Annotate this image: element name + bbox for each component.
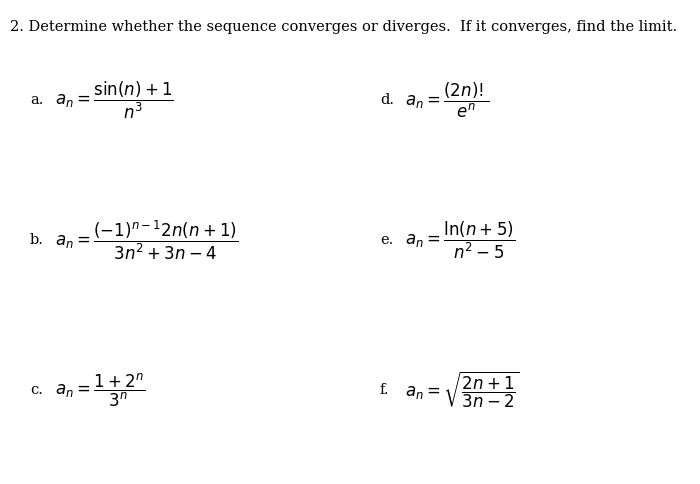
Text: c.: c. xyxy=(30,383,43,397)
Text: b.: b. xyxy=(30,233,44,247)
Text: $a_n = \dfrac{(2n)!}{e^n}$: $a_n = \dfrac{(2n)!}{e^n}$ xyxy=(405,80,489,120)
Text: $a_n = \dfrac{\ln(n+5)}{n^2-5}$: $a_n = \dfrac{\ln(n+5)}{n^2-5}$ xyxy=(405,219,515,261)
Text: e.: e. xyxy=(380,233,393,247)
Text: $a_n = \dfrac{(-1)^{n-1}2n(n+1)}{3n^2+3n-4}$: $a_n = \dfrac{(-1)^{n-1}2n(n+1)}{3n^2+3n… xyxy=(55,218,238,262)
Text: d.: d. xyxy=(380,93,394,107)
Text: $a_n = \sqrt{\dfrac{2n+1}{3n-2}}$: $a_n = \sqrt{\dfrac{2n+1}{3n-2}}$ xyxy=(405,370,520,410)
Text: $a_n = \dfrac{\sin(n) + 1}{n^3}$: $a_n = \dfrac{\sin(n) + 1}{n^3}$ xyxy=(55,79,174,121)
Text: a.: a. xyxy=(30,93,43,107)
Text: f.: f. xyxy=(380,383,389,397)
Text: 2. Determine whether the sequence converges or diverges.  If it converges, find : 2. Determine whether the sequence conver… xyxy=(10,20,677,34)
Text: $a_n = \dfrac{1+2^n}{3^n}$: $a_n = \dfrac{1+2^n}{3^n}$ xyxy=(55,371,145,408)
